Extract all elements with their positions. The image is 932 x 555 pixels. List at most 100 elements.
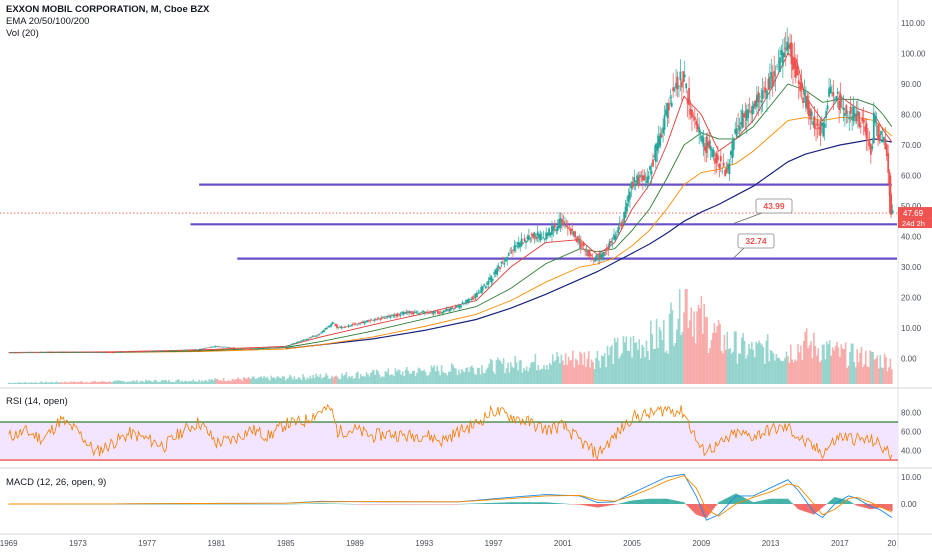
volume-bar	[794, 359, 796, 384]
volume-bar	[239, 379, 241, 384]
macd-histogram-bar	[864, 504, 866, 508]
candle-body	[316, 335, 318, 336]
candle-body	[607, 247, 609, 250]
candle-body	[749, 105, 751, 106]
volume-bar	[234, 380, 236, 384]
volume-bar	[353, 379, 355, 384]
volume-bar	[161, 380, 163, 384]
volume-bar	[172, 382, 174, 384]
candle-body	[502, 262, 504, 263]
volume-bar	[871, 352, 873, 384]
candle-body	[299, 342, 301, 343]
volume-bar	[884, 354, 886, 384]
price-tick-label: 100.00	[901, 50, 926, 59]
macd-histogram-bar	[640, 500, 642, 504]
candle-body	[427, 312, 429, 313]
candle-body	[815, 128, 817, 129]
macd-histogram-bar	[790, 502, 792, 504]
volume-bar	[110, 382, 112, 384]
volume-bar	[89, 383, 91, 384]
candle-body	[638, 177, 640, 186]
volume-bar	[403, 376, 405, 384]
volume-bar	[806, 328, 808, 384]
volume-bar	[237, 377, 239, 384]
volume-bar	[742, 333, 744, 384]
volume-bar	[107, 382, 109, 384]
macd-histogram-bar	[647, 499, 649, 504]
volume-bar	[201, 380, 203, 384]
volume-bar	[715, 333, 717, 384]
macd-histogram-bar	[543, 502, 545, 504]
callout-pointer	[734, 213, 762, 223]
volume-bar	[376, 370, 378, 384]
volume-bar	[869, 350, 871, 384]
candle-body	[837, 92, 839, 94]
volume-bar	[169, 382, 171, 384]
volume-bar	[223, 378, 225, 384]
volume-bar	[575, 359, 577, 384]
volume-bar	[627, 351, 629, 384]
candle-body	[876, 123, 878, 124]
volume-bar	[44, 382, 46, 384]
macd-histogram-bar	[865, 504, 867, 508]
macd-histogram-bar	[828, 502, 830, 504]
macd-histogram-bar	[620, 503, 622, 504]
macd-histogram-bar	[804, 504, 806, 512]
macd-histogram-bar	[721, 501, 723, 504]
price-tick-label: 20.00	[901, 294, 922, 303]
volume-bar	[328, 379, 330, 384]
candle-body	[369, 320, 371, 321]
volume-bar	[145, 380, 147, 384]
volume-bar	[428, 375, 430, 384]
candle-body	[871, 146, 873, 149]
macd-histogram-bar	[819, 504, 821, 510]
candle-body	[596, 255, 598, 257]
volume-bar	[653, 349, 655, 384]
candle-body	[742, 110, 744, 127]
volume-bar	[389, 375, 391, 384]
volume-bar	[501, 364, 503, 384]
volume-bar	[677, 319, 679, 384]
volume-bar	[410, 374, 412, 384]
volume-bar	[650, 321, 652, 384]
macd-histogram-bar	[698, 504, 700, 515]
macd-histogram-bar	[726, 498, 728, 504]
volume-bar	[217, 379, 219, 384]
macd-histogram-bar	[548, 502, 550, 504]
volume-bar	[770, 350, 772, 384]
candle-body	[643, 175, 645, 179]
volume-bar	[471, 366, 473, 384]
candle-body	[580, 242, 582, 248]
candle-body	[616, 234, 618, 235]
volume-bar	[416, 373, 418, 384]
volume-bar	[341, 373, 343, 384]
volume-bar	[708, 353, 710, 384]
macd-histogram-bar	[662, 499, 664, 504]
volume-bar	[667, 354, 669, 384]
volume-bar	[61, 382, 63, 384]
volume-bar	[344, 375, 346, 384]
macd-histogram-bar	[532, 502, 534, 504]
macd-histogram-bar	[578, 504, 580, 505]
volume-bar	[301, 380, 303, 384]
volume-bar	[412, 371, 414, 384]
volume-bar	[449, 371, 451, 384]
macd-histogram-bar	[718, 502, 720, 504]
volume-bar	[14, 383, 16, 384]
volume-bar	[460, 374, 462, 384]
volume-bar	[444, 373, 446, 384]
candle-body	[747, 109, 749, 118]
volume-bar	[649, 360, 651, 384]
volume-bar	[840, 344, 842, 384]
macd-histogram-bar	[689, 504, 691, 508]
volume-bar	[79, 382, 81, 384]
volume-bar	[441, 365, 443, 384]
volume-bar	[116, 380, 118, 384]
candle-body	[604, 252, 606, 253]
volume-bar	[24, 382, 26, 384]
candle-body	[554, 224, 556, 227]
macd-histogram-bar	[516, 502, 518, 504]
volume-bar	[781, 361, 783, 384]
volume-bar	[455, 369, 457, 384]
